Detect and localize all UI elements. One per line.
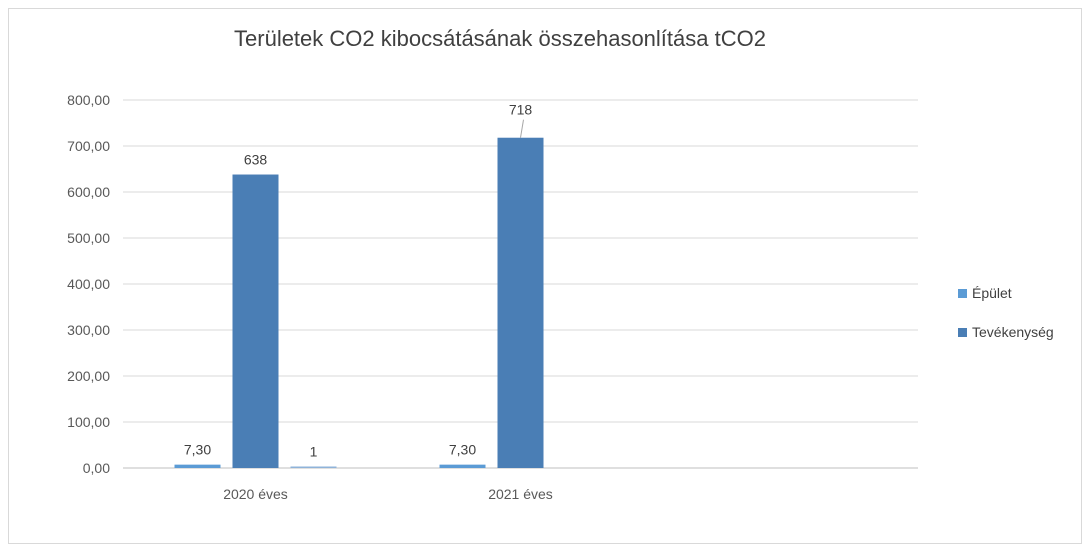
bar	[290, 466, 337, 468]
y-tick-label: 400,00	[67, 276, 110, 292]
x-tick-label: 2020 éves	[223, 486, 288, 502]
y-tick-label: 300,00	[67, 322, 110, 338]
bar	[232, 174, 279, 468]
data-label: 1	[310, 444, 318, 460]
legend-swatch-tevekenyseg	[958, 327, 967, 337]
bar	[174, 464, 221, 468]
legend-label-epulet: Épület	[972, 285, 1012, 301]
legend-swatch-epulet	[958, 288, 967, 298]
data-label: 718	[509, 102, 533, 118]
bar	[439, 464, 486, 468]
y-tick-label: 100,00	[67, 414, 110, 430]
data-label: 7,30	[184, 442, 211, 458]
y-tick-label: 700,00	[67, 138, 110, 154]
chart-frame	[8, 8, 1082, 544]
bar	[497, 137, 544, 468]
legend-item-tevekenyseg: Tevékenység	[958, 321, 1054, 343]
y-tick-label: 500,00	[67, 230, 110, 246]
x-tick-label: 2021 éves	[488, 486, 553, 502]
y-tick-label: 800,00	[67, 92, 110, 108]
data-label: 638	[244, 152, 268, 168]
legend-item-epulet: Épület	[958, 282, 1054, 304]
y-tick-label: 200,00	[67, 368, 110, 384]
y-tick-label: 600,00	[67, 184, 110, 200]
legend-label-tevekenyseg: Tevékenység	[972, 324, 1054, 340]
y-tick-label: 0,00	[83, 460, 110, 476]
legend: Épület Tevékenység	[958, 282, 1054, 360]
data-label: 7,30	[449, 442, 476, 458]
chart-title: Területek CO2 kibocsátásának összehasonl…	[234, 26, 766, 51]
data-label-leader	[520, 119, 524, 138]
